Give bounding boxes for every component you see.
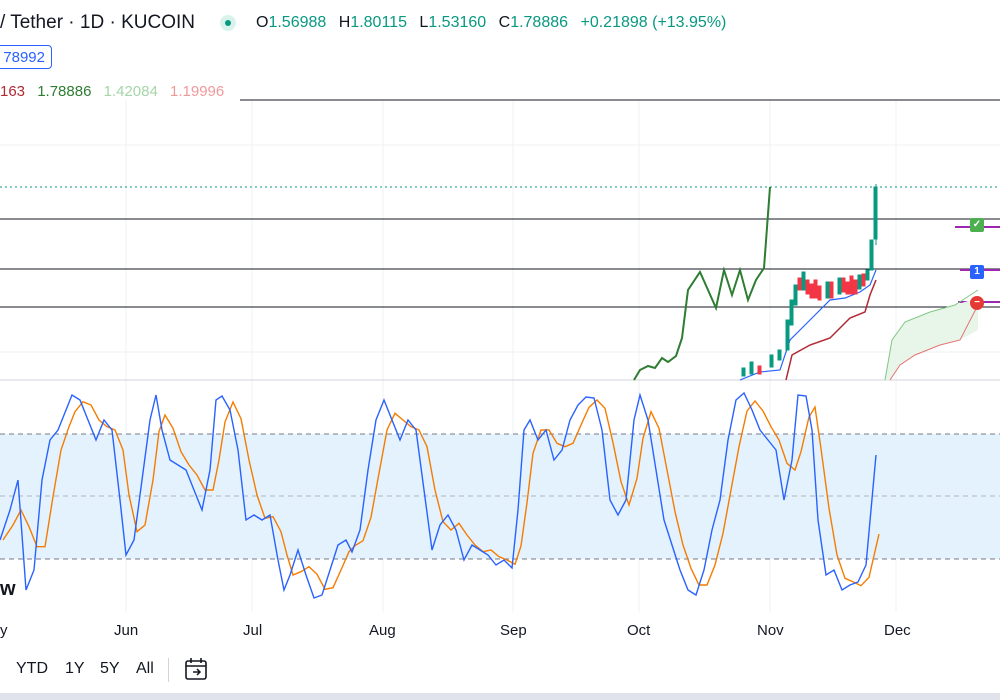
kijun-line — [785, 279, 877, 381]
month-label: Jul — [243, 622, 263, 639]
range-5y-button[interactable]: 5Y — [100, 660, 120, 677]
market-open-icon — [220, 15, 236, 31]
horizontal-gridlines — [0, 144, 1000, 353]
ohlc-low-value: 1.53160 — [428, 14, 487, 31]
chikou-span-line — [633, 186, 771, 381]
month-label: Oct — [627, 622, 651, 639]
stoch-d-line — [2, 399, 880, 591]
senkou-b-line — [889, 304, 979, 381]
indicator-value-1: 163 — [0, 83, 26, 100]
no-entry-icon[interactable]: − — [970, 296, 984, 310]
month-label: Jun — [114, 622, 139, 639]
indicator-price-badge[interactable]: 78992 — [0, 45, 52, 69]
month-label: y — [0, 622, 8, 639]
ohlc-open-key: O — [256, 14, 269, 31]
ohlc-high-value: 1.80115 — [350, 14, 407, 31]
tenkan-line — [739, 269, 877, 381]
range-1y-button[interactable]: 1Y — [65, 660, 85, 677]
ohlc-low-key: L — [419, 14, 429, 31]
month-label: Nov — [757, 622, 784, 639]
indicator-value-2: 1.78886 — [37, 83, 92, 100]
range-all-button[interactable]: All — [136, 660, 154, 677]
stoch-label: w — [0, 578, 16, 600]
ohlc-change: +0.21898 (+13.95%) — [580, 14, 727, 31]
month-label: Sep — [500, 622, 527, 639]
range-ytd-button[interactable]: YTD — [16, 660, 48, 677]
ichimoku-values: 163 1.78886 1.42084 1.19996 — [0, 83, 232, 100]
ohlc-high-key: H — [338, 14, 351, 31]
indicator-value-4: 1.19996 — [170, 83, 225, 100]
symbol-title[interactable]: / Tether · 1D · KUCOIN — [0, 12, 195, 33]
ohlc-readout: O1.56988 H1.80115 L1.53160 C1.78886 +0.2… — [256, 14, 734, 32]
month-label: Dec — [884, 622, 911, 639]
indicator-value-3: 1.42084 — [103, 83, 158, 100]
stoch-levels — [0, 433, 1000, 560]
toolbar-divider — [168, 658, 169, 682]
number-flag-icon[interactable]: 1 — [970, 265, 984, 279]
price-chart-canvas[interactable] — [0, 0, 1000, 648]
kumo-cloud — [885, 298, 978, 380]
timeframe-toolbar: YTD 1Y 5Y All — [0, 648, 1000, 692]
calendar-range-icon[interactable] — [184, 656, 208, 682]
ohlc-open-value: 1.56988 — [268, 14, 327, 31]
month-label: Aug — [369, 622, 396, 639]
check-icon[interactable]: ✓ — [970, 218, 984, 232]
candlesticks[interactable] — [741, 184, 878, 377]
bottom-rule — [0, 693, 1000, 700]
stoch-k-line — [0, 391, 877, 599]
ohlc-close-key: C — [498, 14, 511, 31]
senkou-a-line — [884, 289, 979, 381]
ohlc-close-value: 1.78886 — [510, 14, 569, 31]
